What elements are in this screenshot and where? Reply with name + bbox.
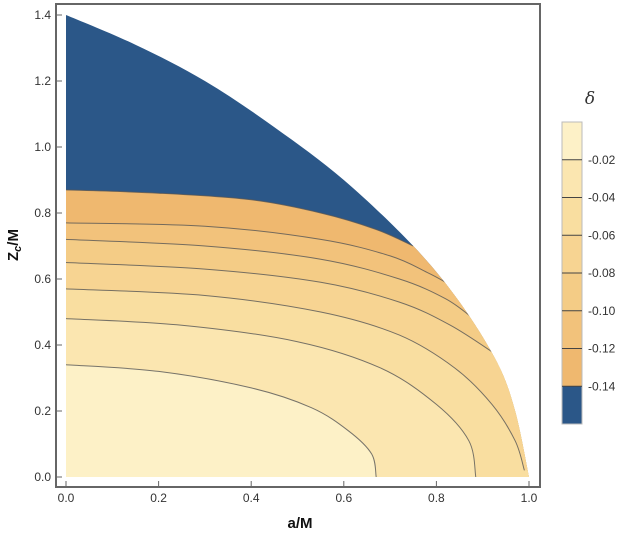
legend-tick-label: -0.14 [588,379,616,393]
x-tick-label: 0.6 [335,491,352,505]
contour-line [66,288,525,471]
legend-swatch [562,122,582,160]
x-tick-label: 0.8 [428,491,445,505]
y-axis-label: Zc/M [5,229,24,261]
y-tick-label: 0.0 [34,470,51,484]
legend-tick-label: -0.12 [588,342,616,356]
legend-tick-label: -0.04 [588,191,616,205]
y-tick-label: 0.8 [34,206,51,220]
legend-tick-label: -0.08 [588,266,616,280]
contour-line [66,189,414,247]
y-tick-label: 1.4 [34,8,51,22]
legend-tick-label: -0.10 [588,304,616,318]
legend-swatch [562,235,582,273]
legend-swatch [562,159,582,198]
legend-tick-label: -0.02 [588,153,616,167]
y-axis-label-suffix: /M [5,229,22,246]
contour-line [66,364,377,477]
contour-bands [66,15,529,477]
x-tick-label: 0.4 [243,491,260,505]
legend-swatch [562,197,582,236]
contour-lines [66,189,525,477]
plot-frame [55,3,541,488]
contour-line [66,318,477,477]
x-axis-ticks: 0.0 0.2 0.4 0.6 0.8 1.0 [58,481,538,505]
contour-line [66,262,497,356]
contour-line [66,222,446,283]
x-tick-label: 1.0 [521,491,538,505]
legend-swatch [562,348,582,387]
contour-band [66,364,469,477]
legend-swatch [562,310,582,349]
y-axis-label-main: Z [5,252,22,261]
legend-swatch [562,386,582,424]
legend-tick-label: -0.06 [588,228,616,242]
legend-swatch [562,273,582,311]
x-tick-label: 0.0 [58,491,75,505]
color-legend: δ -0.02 -0.04 -0.06 -0.08 -0.10 -0.12 -0.14 [561,89,616,425]
contour-line [66,238,474,320]
y-tick-label: 1.2 [34,74,51,88]
y-tick-label: 0.2 [34,404,51,418]
x-axis-label: a/M [287,515,312,532]
y-axis-label-subscript: c [12,246,24,252]
plot-area: 0.0 0.2 0.4 0.6 0.8 1.0 0.0 0.2 0.4 0.6 0.8 1.0 1.2… [34,3,541,505]
x-tick-label: 0.2 [150,491,167,505]
legend-ticks: -0.02 -0.04 -0.06 -0.08 -0.10 -0.12 -0.14 [562,153,616,393]
y-tick-label: 0.6 [34,272,51,286]
legend-title: δ [585,89,595,109]
y-tick-label: 1.0 [34,140,51,154]
y-axis-ticks: 0.0 0.2 0.4 0.6 0.8 1.0 1.2 1.4 [34,8,62,484]
y-tick-label: 0.4 [34,338,51,352]
legend-colorbar [561,121,583,425]
